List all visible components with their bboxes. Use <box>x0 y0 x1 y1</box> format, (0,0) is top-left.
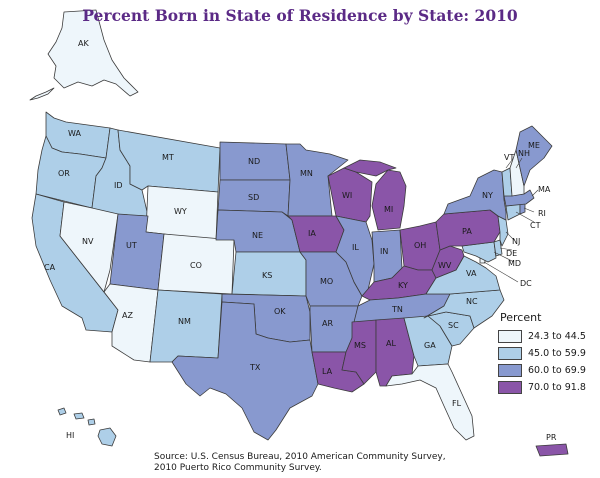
legend-swatch <box>498 364 522 377</box>
label-MO: MO <box>320 277 333 286</box>
map-title: Percent Born in State of Residence by St… <box>82 6 518 25</box>
label-DE: DE <box>506 249 517 258</box>
label-WA: WA <box>68 129 81 138</box>
leader-lines <box>483 157 539 283</box>
label-AR: AR <box>322 319 333 328</box>
label-WI: WI <box>342 191 352 200</box>
label-WV: WV <box>438 261 452 270</box>
label-OK: OK <box>274 307 286 316</box>
label-AZ: AZ <box>122 311 133 320</box>
label-NY: NY <box>482 191 493 200</box>
label-ND: ND <box>248 157 260 166</box>
state-AK[interactable] <box>47 9 139 97</box>
label-NJ: NJ <box>512 237 520 246</box>
label-CO: CO <box>190 261 202 270</box>
label-AL: AL <box>386 339 396 348</box>
label-GA: GA <box>424 341 436 350</box>
state-DE[interactable] <box>493 239 503 257</box>
state-TX[interactable] <box>171 301 319 441</box>
label-ME: ME <box>528 141 540 150</box>
label-FL: FL <box>452 399 462 408</box>
label-ID: ID <box>114 181 123 190</box>
state-NH[interactable] <box>509 149 525 197</box>
state-MI-upper <box>343 159 397 177</box>
legend-item: 70.0 to 91.8 <box>498 380 594 395</box>
label-OR: OR <box>58 169 70 178</box>
label-SD: SD <box>248 193 259 202</box>
label-CA: CA <box>44 263 56 272</box>
label-SC: SC <box>448 321 459 330</box>
label-IA: IA <box>308 229 316 238</box>
legend-item-label: 24.3 to 44.5 <box>528 331 586 342</box>
label-NH: NH <box>518 149 530 158</box>
state-RI[interactable] <box>519 203 526 215</box>
label-MD: MD <box>508 259 521 268</box>
state-MI[interactable] <box>371 169 407 231</box>
state-PR[interactable] <box>535 443 569 457</box>
label-KY: KY <box>398 281 408 290</box>
label-MN: MN <box>300 169 313 178</box>
state-NC[interactable] <box>423 289 505 329</box>
label-TN: TN <box>391 305 403 314</box>
label-TX: TX <box>249 363 261 372</box>
label-IN: IN <box>380 247 388 256</box>
state-labels: AK HI PR WA OR CA ID NV AZ MT WY UT CO N… <box>44 39 557 442</box>
label-NC: NC <box>466 297 478 306</box>
label-NV: NV <box>82 237 94 246</box>
label-VA: VA <box>466 269 477 278</box>
label-UT: UT <box>126 241 137 250</box>
state-NM[interactable] <box>149 289 223 363</box>
state-FL[interactable] <box>385 363 475 441</box>
legend-swatch <box>498 381 522 394</box>
label-MS: MS <box>354 341 366 350</box>
label-VT: VT <box>504 153 514 162</box>
legend: Percent 24.3 to 44.5 45.0 to 59.9 60.0 t… <box>498 311 594 397</box>
label-IL: IL <box>352 243 359 252</box>
state-NV[interactable] <box>59 201 119 293</box>
state-HI-islands <box>57 407 96 426</box>
legend-title: Percent <box>500 311 542 324</box>
state-ME[interactable] <box>515 125 553 187</box>
label-NE: NE <box>252 231 263 240</box>
label-HI: HI <box>66 431 74 440</box>
label-NM: NM <box>178 317 191 326</box>
label-CT: CT <box>530 221 541 230</box>
label-MI: MI <box>384 205 393 214</box>
legend-item-label: 45.0 to 59.9 <box>528 348 586 359</box>
legend-item-label: 60.0 to 69.9 <box>528 365 586 376</box>
label-DC: DC <box>520 279 532 288</box>
legend-swatch <box>498 330 522 343</box>
label-LA: LA <box>322 367 333 376</box>
label-PR: PR <box>546 433 557 442</box>
state-CT[interactable] <box>505 203 521 221</box>
label-MA: MA <box>538 185 551 194</box>
state-MT[interactable] <box>117 129 221 193</box>
source-line-1: Source: U.S. Census Bureau, 2010 America… <box>154 452 446 462</box>
legend-swatch <box>498 347 522 360</box>
label-PA: PA <box>462 227 472 236</box>
label-KS: KS <box>262 271 272 280</box>
legend-item: 60.0 to 69.9 <box>498 363 594 378</box>
legend-item: 45.0 to 59.9 <box>498 346 594 361</box>
state-MN[interactable] <box>285 143 349 217</box>
legend-item: 24.3 to 44.5 <box>498 329 594 344</box>
state-AK-islands <box>29 87 55 101</box>
source-note: Source: U.S. Census Bureau, 2010 America… <box>154 452 446 474</box>
label-WY: WY <box>174 207 187 216</box>
label-OH: OH <box>414 241 426 250</box>
state-HI[interactable] <box>97 427 117 447</box>
legend-item-label: 70.0 to 91.8 <box>528 382 586 393</box>
label-AK: AK <box>78 39 89 48</box>
label-MT: MT <box>162 153 174 162</box>
source-line-2: 2010 Puerto Rico Community Survey. <box>154 463 322 473</box>
label-RI: RI <box>538 209 546 218</box>
